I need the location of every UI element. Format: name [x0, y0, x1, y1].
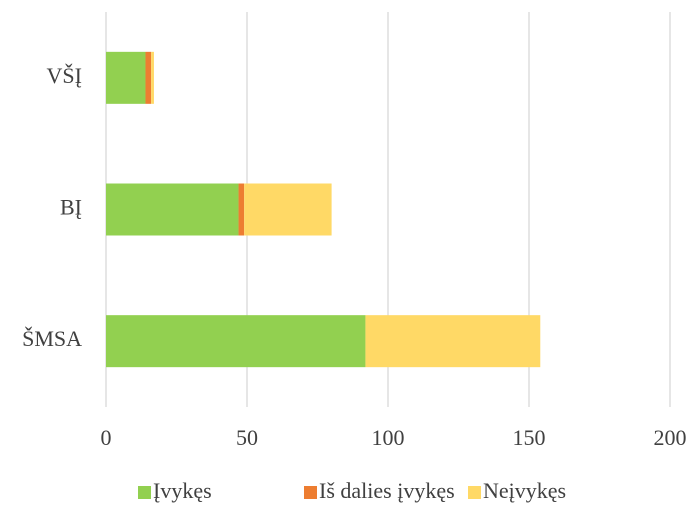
bar-segment: [244, 183, 332, 236]
legend-swatch: [138, 486, 151, 499]
x-tick-label: 200: [654, 425, 687, 450]
legend-label: Iš dalies įvykęs: [319, 478, 455, 503]
bar-segment: [145, 51, 152, 104]
legend-swatch: [304, 486, 317, 499]
legend-label: Neįvykęs: [483, 478, 566, 503]
legend-label: Įvykęs: [153, 478, 212, 503]
x-tick-label: 50: [236, 425, 258, 450]
legend-swatch: [468, 486, 481, 499]
y-tick-label: VŠĮ: [47, 63, 82, 88]
y-tick-label: BĮ: [60, 195, 82, 220]
bar-segment: [106, 183, 239, 236]
bar-segment: [238, 183, 245, 236]
bar-segment: [365, 315, 541, 368]
x-tick-label: 100: [372, 425, 405, 450]
bar-segment: [151, 51, 154, 104]
x-tick-label: 150: [513, 425, 546, 450]
bar-segment: [106, 51, 146, 104]
bar-segment: [106, 315, 366, 368]
y-tick-label: ŠMSA: [22, 326, 82, 351]
x-tick-label: 0: [101, 425, 112, 450]
